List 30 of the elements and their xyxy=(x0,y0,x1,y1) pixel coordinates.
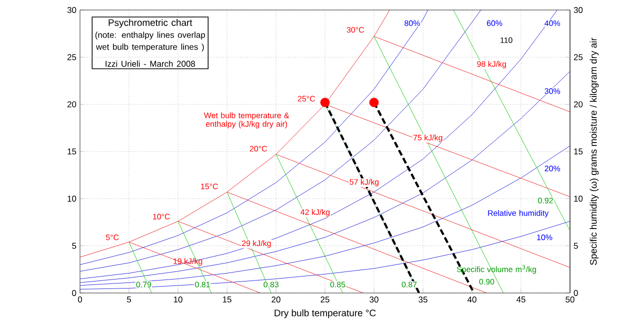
y2-tick-label: 0 xyxy=(574,290,578,296)
y-tick-label: 0 xyxy=(72,290,76,296)
x-tick-label: 40 xyxy=(467,296,476,303)
text: Psychrometric chart xyxy=(108,18,192,28)
x-tick-label: 25 xyxy=(320,296,330,303)
x-tick-label: 50 xyxy=(566,296,574,303)
y-tick-label: 30 xyxy=(67,7,76,13)
y-tick-label: 15 xyxy=(68,148,76,154)
y2-axis-title: Specific humidity (ω) grams moisture / kilogram dry air xyxy=(590,38,599,265)
y-tick-label: 5 xyxy=(72,242,76,249)
y2-tick-label: 20 xyxy=(574,101,583,108)
y2-tick-label: 25 xyxy=(574,54,583,60)
x-tick-label: 45 xyxy=(516,296,526,302)
annotation: Izzi Urieli - March 2008 xyxy=(106,60,195,67)
x-tick-label: 0 xyxy=(78,296,82,303)
x-tick-label: 35 xyxy=(418,296,428,303)
text: (note: enthalpy lines overlap wet bulb temperature lines ) xyxy=(95,32,206,52)
y2-tick-label: 15 xyxy=(574,148,583,154)
y-tick-label: 25 xyxy=(67,54,76,60)
y-tick-label: 10 xyxy=(68,196,76,202)
x-tick-label: 15 xyxy=(222,296,232,302)
x-tick-label: 5 xyxy=(126,296,132,302)
x-tick-label: 20 xyxy=(272,296,280,303)
y-tick-label: 20 xyxy=(67,101,76,108)
x-axis-title: Dry bulb temperature °C xyxy=(274,309,376,318)
y2-tick-label: 5 xyxy=(574,242,578,249)
x-tick-label: 10 xyxy=(174,296,182,303)
y2-tick-label: 10 xyxy=(574,196,583,202)
y2-tick-label: 30 xyxy=(574,7,583,13)
x-tick-label: 30 xyxy=(370,296,378,303)
